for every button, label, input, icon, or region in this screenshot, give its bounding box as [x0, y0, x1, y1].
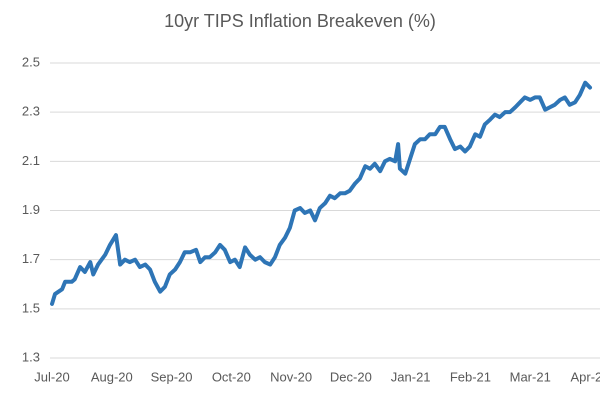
y-tick-label: 1.9 [22, 202, 40, 217]
x-tick-label: Oct-20 [212, 369, 251, 384]
x-tick-label: Jan-21 [391, 369, 431, 384]
y-tick-label: 1.7 [22, 251, 40, 266]
x-tick-label: Feb-21 [450, 369, 491, 384]
y-tick-label: 2.3 [22, 104, 40, 119]
y-tick-label: 1.5 [22, 300, 40, 315]
x-tick-label: Apr-21 [570, 369, 600, 384]
x-tick-label: Dec-20 [330, 369, 372, 384]
x-tick-label: Aug-20 [91, 369, 133, 384]
chart-title: 10yr TIPS Inflation Breakeven (%) [164, 11, 436, 31]
x-tick-label: Jul-20 [34, 369, 69, 384]
x-tick-label: Mar-21 [510, 369, 551, 384]
x-tick-label: Sep-20 [151, 369, 193, 384]
x-tick-label: Nov-20 [270, 369, 312, 384]
y-tick-label: 1.3 [22, 349, 40, 364]
data-line [50, 80, 592, 306]
y-tick-label: 2.5 [22, 54, 40, 69]
y-tick-label: 2.1 [22, 153, 40, 168]
